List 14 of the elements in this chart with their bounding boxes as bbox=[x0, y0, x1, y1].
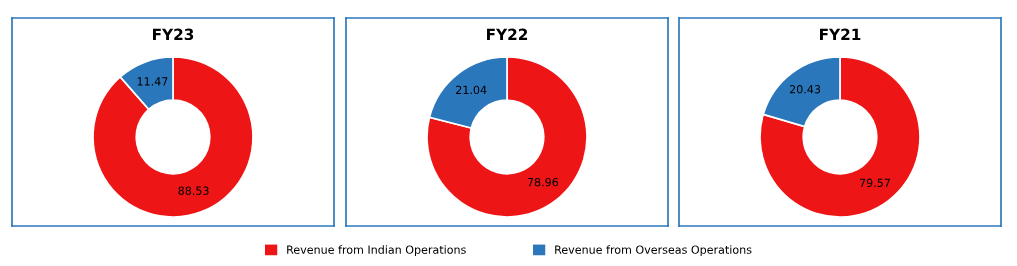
chart-title: FY21 bbox=[820, 28, 861, 40]
data-label: 21.04 bbox=[456, 85, 487, 95]
data-label: 11.47 bbox=[137, 77, 168, 86]
legend-label: Revenue from Indian Operations bbox=[287, 245, 466, 256]
donut-slice bbox=[759, 56, 921, 218]
data-label: 20.43 bbox=[789, 85, 821, 94]
legend-label: Revenue from Overseas Operations bbox=[555, 245, 752, 256]
chart-title: FY22 bbox=[487, 28, 528, 40]
data-label: 88.53 bbox=[178, 186, 209, 195]
data-label: 78.96 bbox=[527, 177, 559, 187]
donut-slice bbox=[92, 56, 254, 218]
donut-slice bbox=[426, 56, 588, 218]
chart-title: FY23 bbox=[153, 28, 194, 41]
data-label: 79.57 bbox=[859, 178, 890, 187]
